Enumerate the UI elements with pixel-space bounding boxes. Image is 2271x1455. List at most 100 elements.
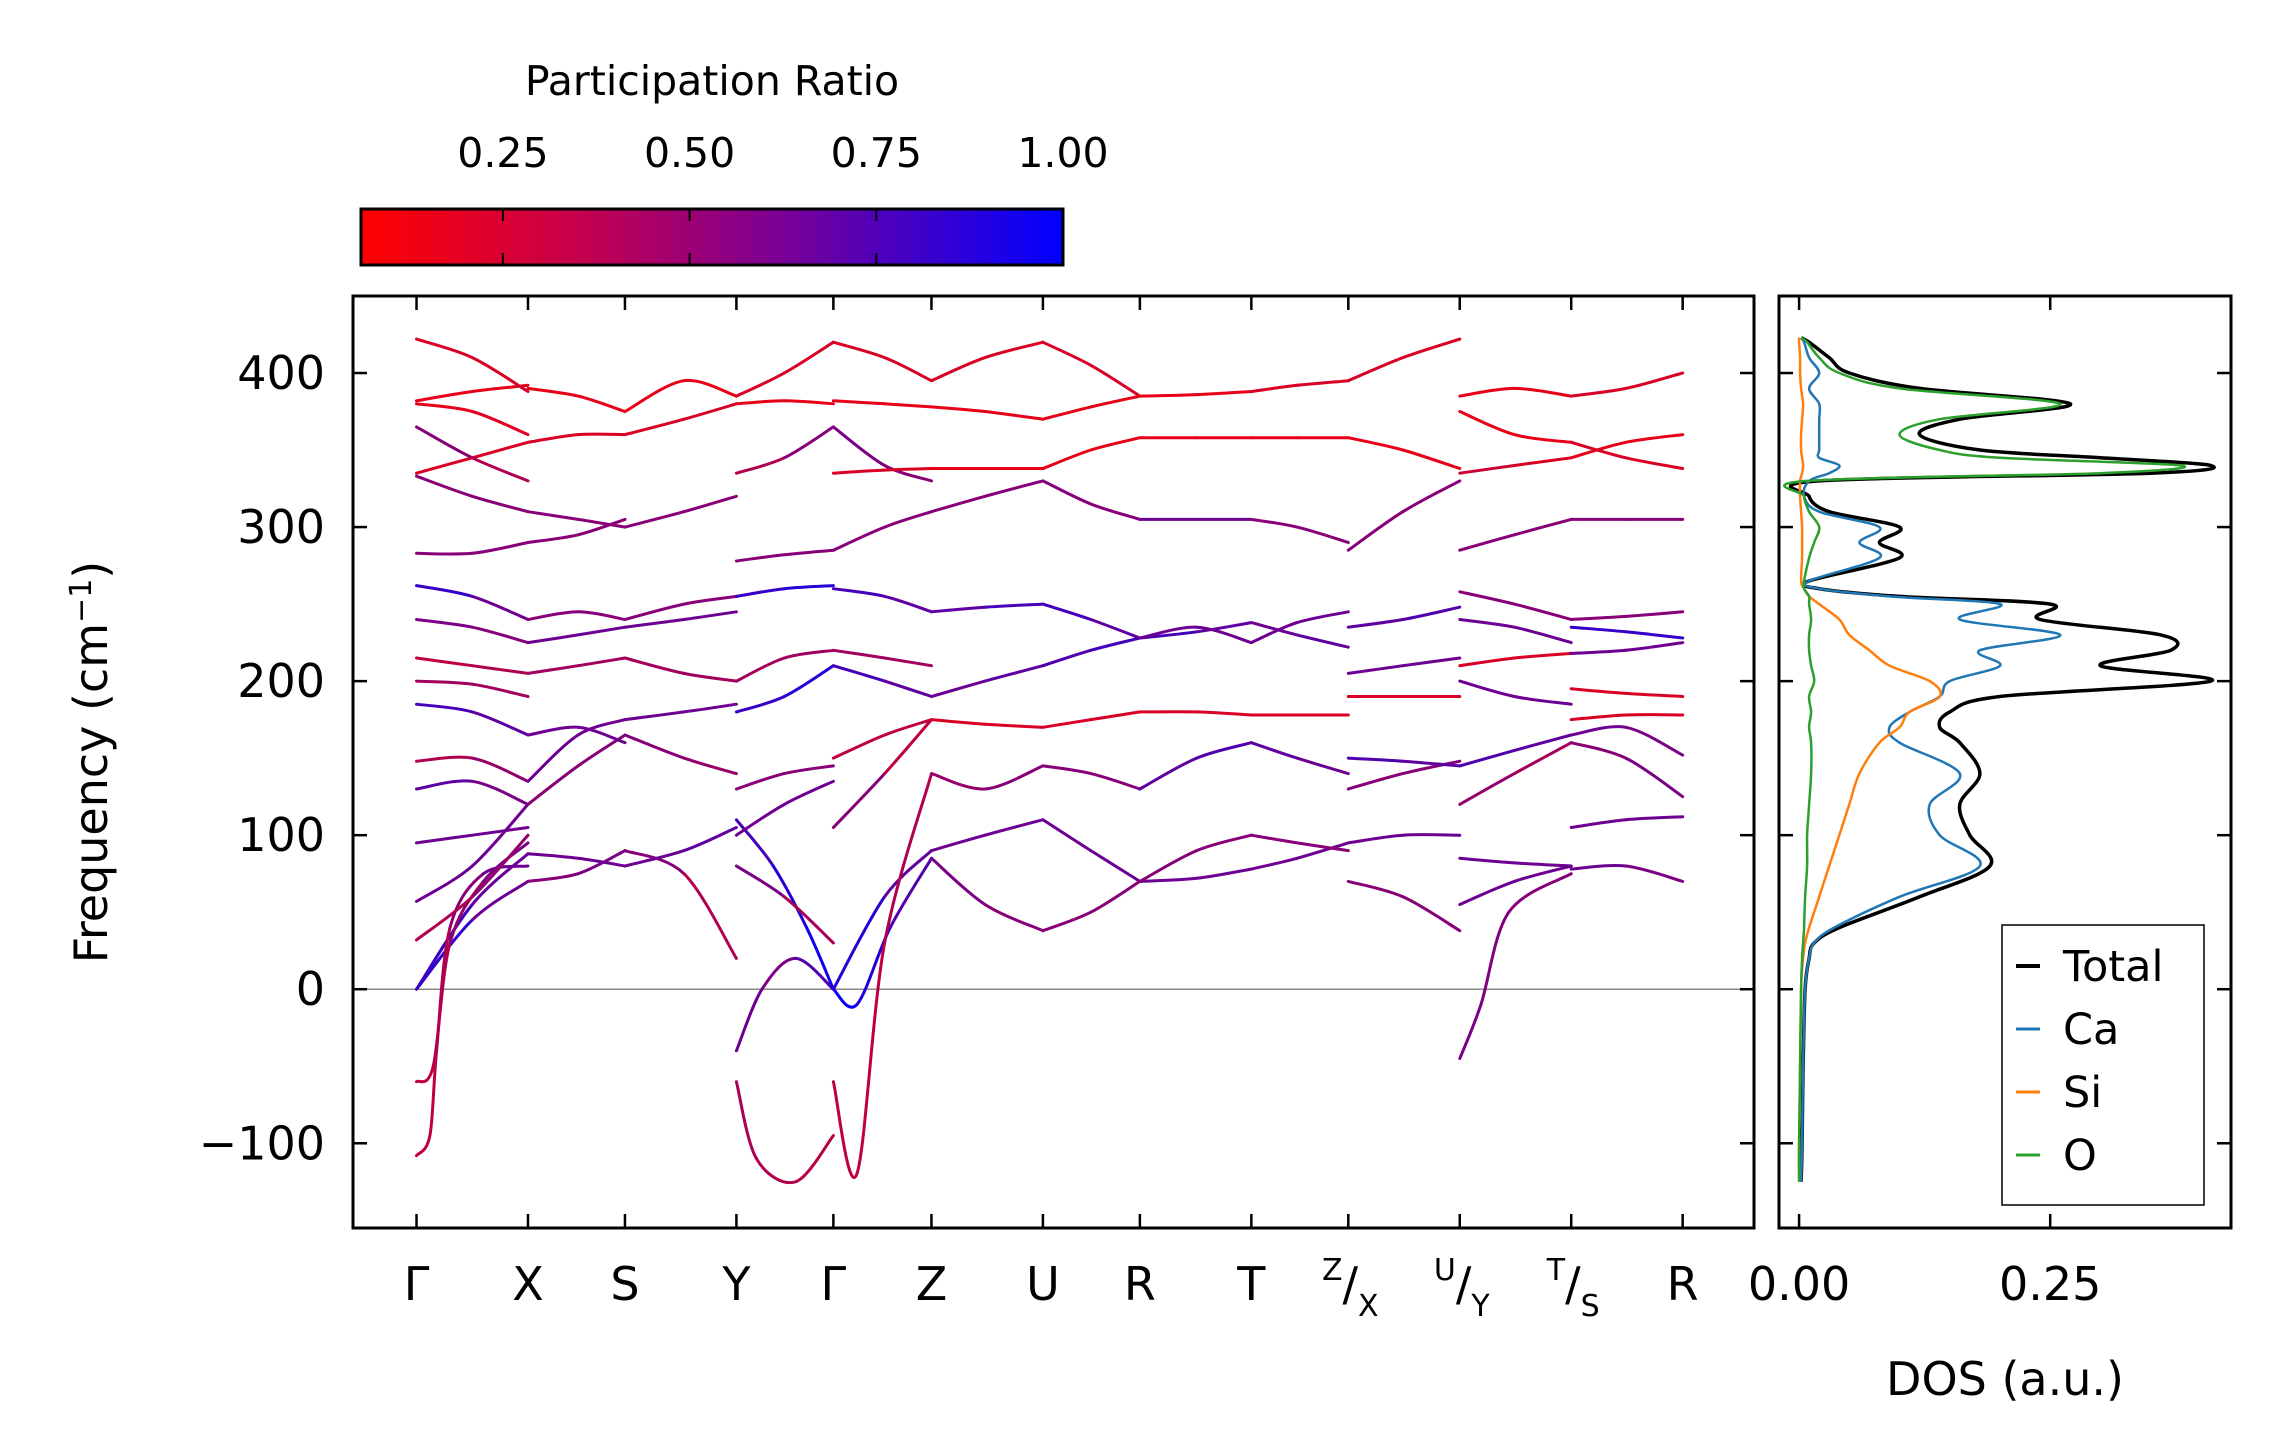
phonon-band-Y-Γ [734, 553, 786, 563]
phonon-band-Z-U [930, 718, 987, 726]
phonon-band-S-Y [682, 610, 738, 621]
phonon-band-X-U [1401, 479, 1462, 514]
phonon-band-Y-T [1458, 410, 1516, 437]
phonon-band-U-R [1089, 618, 1142, 640]
phonon-band-S-Y [682, 756, 738, 776]
phonon-band-Γ-Z [831, 468, 887, 475]
phonon-band-Γ-X [415, 337, 474, 360]
phonon-band-Z-U [983, 903, 1045, 933]
phonon-band-Y-T [1458, 533, 1516, 552]
phonon-band-X-U [1346, 833, 1405, 845]
phonon-band-X-S [576, 517, 627, 529]
phonon-band-S-Y [623, 656, 686, 675]
phonon-band-Γ-X [481, 864, 530, 876]
phonon-band-X-S [526, 852, 580, 860]
phonon-band-Γ-Z [883, 594, 933, 614]
phonon-band-Y-Γ [734, 456, 786, 475]
phonon-band-R-T [1195, 625, 1253, 645]
phonon-band-Y-T [1512, 433, 1573, 444]
phonon-band-T-Z [1295, 841, 1350, 853]
phonon-band-Γ-X [470, 852, 530, 906]
phonon-band-U-R [1041, 405, 1093, 421]
phonon-band-Y-T [1512, 625, 1573, 645]
phonon-band-S-R [1624, 641, 1685, 652]
phonon-band-Z-U [930, 605, 987, 614]
dos-x-tick-label: 0.25 [1999, 1257, 2101, 1311]
phonon-band-X-S [576, 856, 627, 868]
phonon-band-Y-Γ [734, 371, 786, 398]
phonon-band-U-R [1089, 394, 1142, 409]
phonon-band-U-R [1041, 764, 1093, 776]
phonon-band-S-R [1569, 648, 1628, 655]
phonon-band-S-R [1569, 741, 1628, 760]
legend-frame [2001, 924, 2205, 1206]
phonon-band-T-Z [1295, 756, 1350, 776]
phonon-band-Γ-X [415, 779, 474, 791]
y-tick-label: −100 [199, 1116, 325, 1170]
phonon-band-X-S [526, 764, 580, 806]
phonon-band-T-Z [1295, 379, 1350, 387]
phonon-band-Z-U [983, 764, 1045, 791]
phonon-band-Y-Γ [734, 772, 786, 791]
phonon-band-Z-U [930, 833, 987, 853]
phonon-band-S-Y [623, 618, 686, 629]
phonon-band-U-R [1089, 636, 1142, 652]
phonon-band-X-U [1346, 664, 1405, 675]
phonon-band-X-U [1346, 772, 1405, 791]
phonon-band-Γ-X [431, 941, 452, 1068]
phonon-band-X-S [526, 510, 580, 521]
phonon-band-Γ-X [448, 872, 485, 930]
phonon-band-Γ-X [470, 410, 530, 437]
phonon-band-Γ-X [470, 710, 530, 737]
phonon-band-Y-T [1512, 741, 1573, 776]
phonon-band-Γ-Z [883, 718, 933, 737]
dos-ticks: 0.00 0.25 [1748, 296, 2231, 1311]
phonon-band-Γ-X [415, 425, 474, 460]
phonon-band-Y-T [1512, 651, 1573, 660]
phonon-band-Γ-X [470, 779, 530, 806]
phonon-band-Y-T [1512, 861, 1573, 868]
phonon-band-Y-Γ [734, 818, 775, 868]
phonon-band-Γ-X [470, 440, 530, 460]
phonon-band-Γ-X [470, 594, 530, 621]
phonon-band-S-R [1624, 756, 1685, 799]
phonon-band-T-Z [1249, 517, 1299, 529]
phonon-band-U-R [1089, 879, 1142, 914]
phonon-band-Γ-X [470, 494, 530, 514]
phonon-band-U-R [1089, 710, 1142, 722]
phonon-band-Γ-Z [883, 656, 933, 668]
k-point-label: Γ [821, 1257, 847, 1311]
phonon-band-S-Y [682, 872, 738, 960]
y-tick-label: 100 [237, 808, 325, 862]
phonon-band-R-T [1138, 756, 1199, 791]
k-point-label: Γ [404, 1257, 430, 1311]
phonon-band-Γ-X [470, 879, 530, 922]
phonon-band-Γ-Z [831, 587, 887, 598]
phonon-band-X-U [1401, 759, 1462, 768]
phonon-band-Y-T [1458, 748, 1516, 768]
dos-x-tick-label: 0.00 [1748, 1257, 1850, 1311]
y-axis-label: Frequency (cm−1) [64, 561, 118, 964]
colorbar-tick-marks [501, 209, 878, 265]
phonon-band-T-Z [1249, 833, 1299, 845]
phonon-band-U-R [1089, 436, 1142, 452]
phonon-band-X-S [576, 517, 627, 537]
phonon-band-Γ-X [470, 541, 530, 555]
phonon-band-Γ-Z [883, 679, 933, 698]
phonon-band-Γ-X [415, 1134, 432, 1158]
phonon-band-U-R [1089, 363, 1142, 398]
phonon-band-S-R [1569, 725, 1628, 737]
phonon-band-X-S [576, 394, 627, 413]
phonon-band-Z-U [983, 479, 1045, 498]
phonon-band-Y-Γ [782, 764, 835, 776]
phonon-band-Y-Γ [734, 802, 786, 837]
phonon-band-R-T [1138, 849, 1199, 883]
phonon-band-X-S [526, 433, 580, 444]
phonon-band-Y-T [1512, 386, 1573, 398]
phonon-band-U-R [1041, 340, 1093, 367]
phonon-band-X-U [1401, 656, 1462, 668]
phonon-band-Y-T [1458, 386, 1516, 398]
phonon-band-X-S [526, 664, 580, 675]
k-point-label: Z/X [1322, 1253, 1379, 1324]
phonon-band-S-Y [682, 702, 738, 714]
